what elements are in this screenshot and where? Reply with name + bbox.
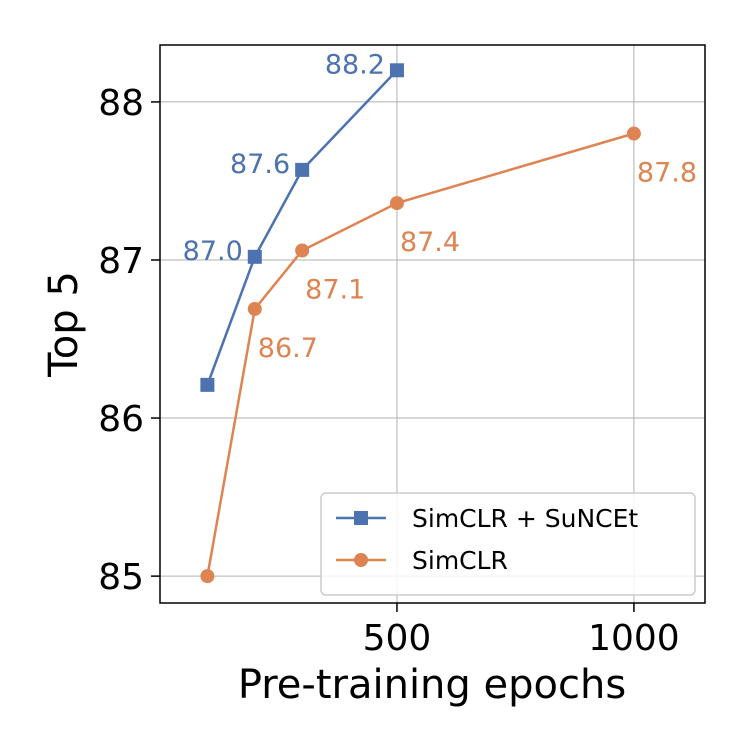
y-tick-label: 87 xyxy=(98,241,144,282)
y-axis-title: Top 5 xyxy=(41,271,87,378)
legend-label-simclr-suncet: SimCLR + SuNCEt xyxy=(412,504,638,533)
data-point-square xyxy=(295,162,310,177)
data-point-circle xyxy=(247,301,262,316)
data-point-circle xyxy=(389,196,404,211)
data-label-layer: 87.0 87.6 88.2 86.7 87.1 87.4 87.8 xyxy=(183,49,697,364)
series-line xyxy=(206,69,398,386)
data-point-circle xyxy=(295,243,310,258)
legend-marker-simclr-suncet xyxy=(354,511,368,525)
plot-frame xyxy=(159,44,706,604)
data-label: 87.4 xyxy=(400,227,460,258)
data-label: 88.2 xyxy=(325,49,385,80)
y-tick-label: 86 xyxy=(98,399,144,440)
data-label: 87.0 xyxy=(183,236,243,267)
x-axis-title: Pre-training epochs xyxy=(238,662,626,708)
data-label: 86.7 xyxy=(258,333,318,364)
data-point-square xyxy=(389,63,404,78)
data-label: 87.8 xyxy=(637,158,697,189)
x-tick-label: 500 xyxy=(363,618,432,659)
x-tick-label: 1000 xyxy=(588,618,680,659)
legend-box xyxy=(320,492,696,596)
data-point-circle xyxy=(626,126,641,141)
data-label: 87.6 xyxy=(230,149,290,180)
data-point-circle xyxy=(200,569,215,584)
y-tick-label: 88 xyxy=(98,83,144,124)
data-point-square xyxy=(200,377,215,392)
data-label: 87.1 xyxy=(305,274,365,305)
legend: SimCLR + SuNCEt SimCLR xyxy=(320,492,696,596)
tick-layer: 85 86 87 88 500 1000 xyxy=(98,83,680,659)
legend-marker-simclr xyxy=(354,553,368,567)
series-layer xyxy=(200,63,641,584)
y-tick-label: 85 xyxy=(98,557,144,598)
legend-label-simclr: SimCLR xyxy=(412,546,508,575)
data-point-square xyxy=(247,249,262,264)
